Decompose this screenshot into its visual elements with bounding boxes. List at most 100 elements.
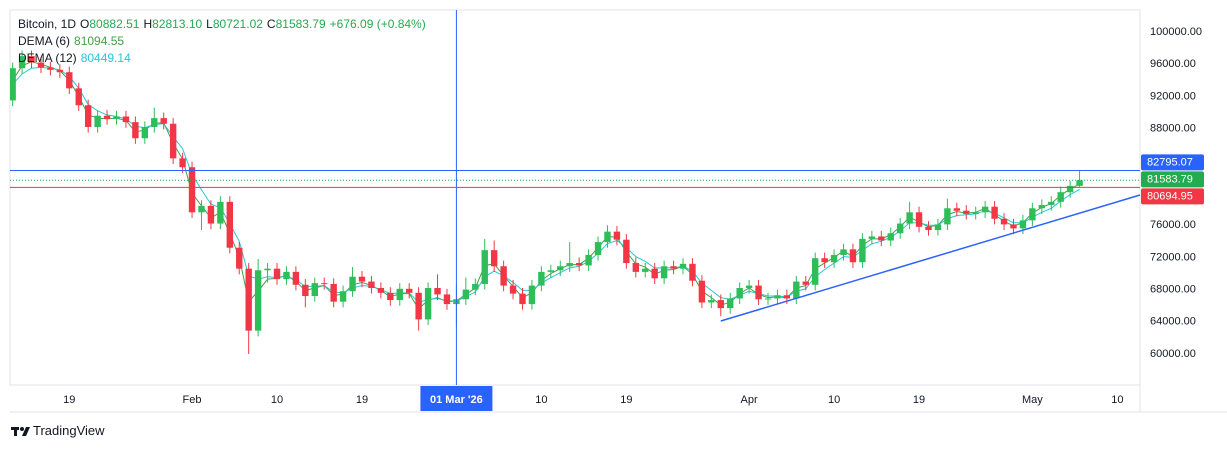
logo-wedge — [22, 427, 30, 436]
candle-body — [642, 268, 649, 272]
y-tick-label: 72000.00 — [1150, 251, 1196, 263]
candle-body — [1066, 185, 1074, 193]
brand-name[interactable]: TradingView — [33, 423, 105, 438]
candle-body — [75, 88, 82, 106]
ohlc-key: C — [266, 17, 276, 31]
ohlc-key: L — [206, 17, 213, 31]
candle-body — [1076, 180, 1083, 186]
candle-body — [292, 271, 300, 285]
candle-body — [188, 167, 196, 213]
candle-body — [434, 287, 441, 295]
candle-body — [651, 268, 658, 279]
candle-body — [585, 254, 592, 266]
candle-body — [1057, 192, 1064, 202]
ohlc-key: O — [80, 17, 90, 31]
legend-row: DEMA (6) 81094.55 — [18, 33, 430, 50]
symbol-title: Bitcoin, 1D — [18, 17, 77, 31]
candle-body — [424, 287, 432, 320]
candle-body — [1048, 201, 1055, 206]
legend-row: DEMA (12) 80449.14 — [18, 50, 430, 67]
indicator-name: DEMA (12) — [18, 51, 77, 65]
candle-body — [953, 208, 961, 211]
candle-body — [10, 68, 16, 101]
brand-logo[interactable] — [11, 427, 30, 436]
candle-body — [94, 115, 101, 127]
x-tick-label: 19 — [356, 394, 368, 406]
x-tick-label: 10 — [828, 394, 840, 406]
price-badge — [1141, 171, 1204, 188]
candle-body — [991, 206, 998, 219]
candle-body — [377, 287, 385, 293]
y-tick-label: 76000.00 — [1150, 219, 1196, 231]
candle-body — [122, 116, 130, 123]
logo-stem — [14, 427, 17, 436]
candle-body — [812, 258, 819, 285]
x-tick-label: 19 — [620, 394, 632, 406]
candle-body — [604, 231, 611, 243]
y-tick-label: 100000.00 — [1150, 26, 1202, 38]
plot-area — [9, 9, 1141, 386]
candle-body — [887, 233, 894, 241]
candle-body — [349, 276, 356, 292]
candle-body — [859, 238, 866, 263]
candle-body — [368, 281, 375, 288]
y-tick-label: 68000.00 — [1150, 284, 1196, 296]
price-badge-label: 80694.95 — [1147, 190, 1193, 202]
candle-body — [264, 268, 271, 271]
candle-body — [698, 280, 706, 303]
candle-body — [151, 118, 158, 127]
x-tick-label: Feb — [183, 394, 202, 406]
candle-body — [66, 72, 73, 89]
candle-body — [198, 205, 205, 213]
candle-body — [18, 56, 26, 69]
ohlc-value: 82813.10 — [152, 17, 203, 31]
candle-body — [736, 287, 743, 299]
candle-body — [793, 281, 800, 299]
price-badge-label: 81583.79 — [1147, 173, 1193, 185]
y-tick-label: 64000.00 — [1150, 316, 1196, 328]
candle-body — [981, 206, 989, 213]
candle-body — [774, 295, 781, 299]
candle-body — [472, 283, 479, 290]
candle-body — [406, 288, 413, 293]
candle-body — [632, 263, 640, 272]
candle-body — [594, 242, 602, 255]
candle-body — [906, 212, 913, 224]
candle-body — [944, 208, 951, 225]
candle-body — [509, 285, 517, 294]
candle-body — [396, 288, 403, 301]
candle-body — [708, 300, 715, 303]
ohlc-value: 80882.51 — [89, 17, 140, 31]
candle-body — [481, 250, 488, 284]
y-tick-label: 60000.00 — [1150, 348, 1196, 360]
candle-body — [821, 258, 828, 263]
candle-body — [254, 270, 262, 331]
candle-body — [387, 292, 394, 301]
candle-body — [103, 115, 111, 119]
candle-body — [727, 298, 734, 309]
x-tick-label: 19 — [913, 394, 925, 406]
ohlc-value: 80721.02 — [212, 17, 263, 31]
candle-body — [849, 249, 857, 263]
candle-body — [878, 236, 885, 241]
candle-body — [311, 283, 318, 297]
candle-body — [462, 289, 470, 300]
price-badge — [1141, 188, 1204, 205]
y-tick-label: 96000.00 — [1150, 58, 1196, 70]
x-tick-label: Apr — [741, 394, 758, 406]
ohlc-value: 81583.79 — [275, 17, 326, 31]
candle-body — [670, 266, 677, 269]
candle-body — [557, 266, 564, 271]
candle-body — [660, 266, 668, 279]
y-tick-label: 88000.00 — [1150, 122, 1196, 134]
crosshair-time-label: 01 Mar '26 — [430, 394, 483, 406]
candle-body — [443, 294, 451, 305]
price-badge-label: 82795.07 — [1147, 156, 1193, 168]
candle-body — [113, 116, 120, 119]
logo-dot — [20, 427, 24, 431]
candle-body — [339, 291, 347, 302]
x-tick-label: May — [1022, 394, 1043, 406]
candle-body — [575, 263, 583, 266]
candle-body — [868, 236, 876, 239]
candle-body — [755, 285, 762, 300]
